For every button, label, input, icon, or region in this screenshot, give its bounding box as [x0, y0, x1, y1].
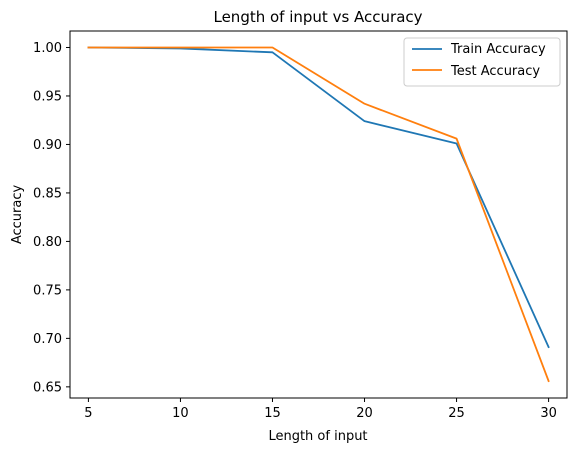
- x-tick-label: 20: [356, 406, 373, 421]
- y-tick-label: 0.85: [33, 186, 62, 201]
- legend-label-train-accuracy: Train Accuracy: [450, 42, 546, 57]
- plot-area: [69, 30, 568, 399]
- series-layer: [87, 46, 550, 383]
- x-tick-label: 25: [448, 406, 465, 421]
- x-tick-label: 10: [172, 406, 189, 421]
- y-tick-label: 0.65: [33, 380, 62, 395]
- series-line-test-accuracy: [87, 46, 550, 383]
- x-tick-label: 15: [264, 406, 281, 421]
- y-tick-label: 0.75: [33, 283, 62, 298]
- y-tick-label: 0.70: [33, 332, 62, 347]
- legend: Train Accuracy Test Accuracy: [403, 37, 561, 87]
- y-tick-label: 0.80: [33, 235, 62, 250]
- y-tick-label: 0.90: [33, 138, 62, 153]
- legend-label-test-accuracy: Test Accuracy: [450, 64, 540, 79]
- y-axis-label: Accuracy: [10, 185, 25, 245]
- x-tick-label: 30: [540, 406, 557, 421]
- legend-frame: [403, 37, 561, 87]
- y-axis: 0.65 0.70 0.75 0.80 0.85 0.90 0.95 1.00: [33, 41, 70, 395]
- plot-background: [70, 31, 567, 398]
- plot-frame: [69, 30, 568, 399]
- y-tick-label: 0.95: [33, 89, 62, 104]
- chart-title: Length of input vs Accuracy: [213, 8, 422, 26]
- x-axis-label: Length of input: [268, 429, 367, 444]
- x-axis: 5 10 15 20 25 30: [84, 398, 557, 421]
- x-tick-label: 5: [84, 406, 92, 421]
- y-tick-label: 1.00: [33, 41, 62, 56]
